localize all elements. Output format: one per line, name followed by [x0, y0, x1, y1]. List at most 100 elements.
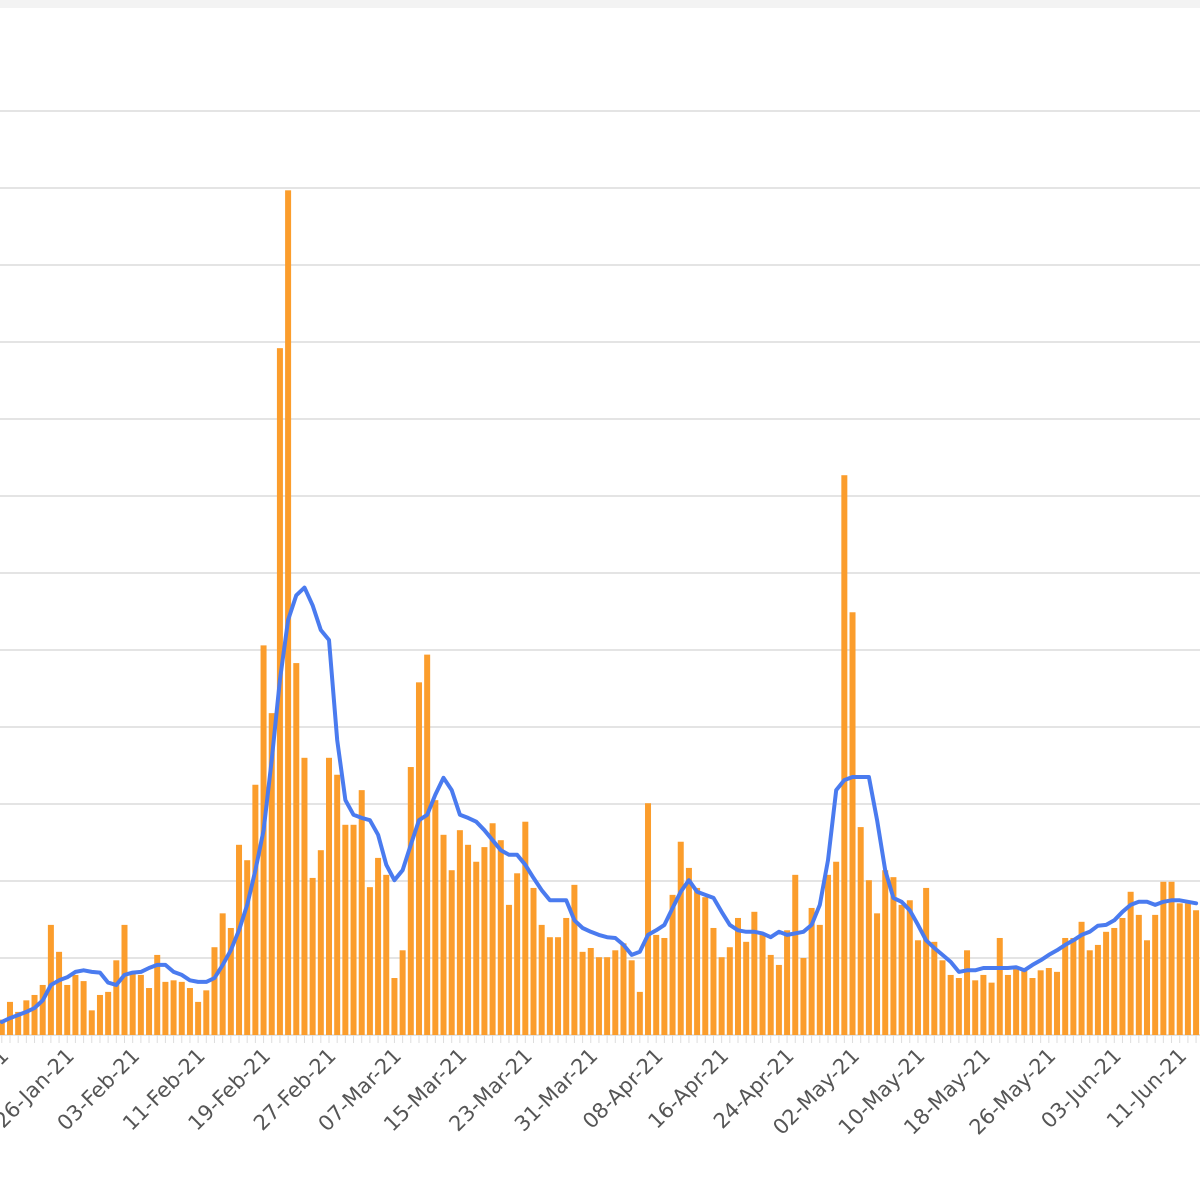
bar — [227, 927, 234, 1035]
bar — [105, 991, 112, 1035]
bar — [170, 980, 177, 1035]
bar — [604, 957, 611, 1035]
bar — [489, 823, 496, 1035]
bar — [366, 887, 373, 1035]
bar — [285, 190, 292, 1035]
bar — [906, 900, 913, 1035]
bar — [15, 1011, 22, 1035]
bar — [391, 978, 398, 1035]
bar — [1168, 881, 1175, 1035]
bar — [1062, 937, 1069, 1035]
bar — [399, 950, 406, 1035]
bar — [121, 924, 128, 1035]
top-strip — [0, 0, 1200, 8]
bar — [661, 937, 668, 1035]
bar — [767, 954, 774, 1035]
bar — [129, 971, 136, 1035]
bar — [334, 774, 341, 1035]
bar — [39, 984, 46, 1035]
bar — [628, 960, 635, 1035]
bar — [784, 930, 791, 1035]
bar — [505, 904, 512, 1035]
bar — [1070, 937, 1077, 1035]
bar — [162, 981, 169, 1035]
bar — [1094, 944, 1101, 1035]
bar — [964, 950, 971, 1035]
bar — [186, 988, 193, 1035]
bar — [1127, 891, 1134, 1035]
bar — [931, 941, 938, 1035]
bar — [1176, 903, 1183, 1035]
bar — [1004, 974, 1011, 1035]
bar — [154, 954, 161, 1035]
bar — [653, 934, 660, 1035]
bar — [146, 988, 153, 1035]
bar — [751, 911, 758, 1035]
bar — [350, 824, 357, 1035]
bar — [64, 984, 71, 1035]
bar — [530, 887, 537, 1035]
bar — [677, 841, 684, 1035]
bar — [808, 907, 815, 1035]
bar — [407, 767, 414, 1035]
bar — [972, 980, 979, 1035]
bar — [1160, 881, 1167, 1035]
bar — [620, 943, 627, 1035]
bar — [743, 941, 750, 1035]
bar — [293, 663, 300, 1035]
bar — [685, 867, 692, 1035]
bar — [342, 824, 349, 1035]
bar — [874, 913, 881, 1035]
bar — [358, 790, 365, 1035]
bar — [23, 1000, 30, 1035]
bar — [1054, 971, 1061, 1035]
bar — [636, 991, 643, 1035]
bar — [1021, 968, 1028, 1035]
bar — [448, 870, 455, 1035]
bar — [465, 844, 472, 1035]
bar — [47, 924, 54, 1035]
bar — [595, 957, 602, 1035]
bar — [718, 957, 725, 1035]
bar — [309, 877, 316, 1035]
bar — [244, 860, 251, 1035]
bar — [939, 960, 946, 1035]
bar — [841, 475, 848, 1036]
bar — [1103, 931, 1110, 1035]
bar — [236, 844, 243, 1035]
bar — [456, 830, 463, 1035]
bar — [326, 757, 332, 1035]
bar — [579, 951, 586, 1035]
bar — [0, 1019, 5, 1035]
bar — [80, 981, 87, 1035]
bar — [694, 887, 701, 1035]
bar — [849, 612, 856, 1035]
bar — [759, 933, 766, 1035]
bar — [1029, 978, 1036, 1035]
bar — [31, 994, 38, 1035]
bar — [587, 947, 594, 1035]
bar — [538, 924, 545, 1035]
bar — [914, 940, 921, 1035]
bar — [612, 950, 619, 1035]
bar — [96, 994, 103, 1035]
bar — [178, 981, 185, 1035]
bar — [1152, 914, 1159, 1035]
bar — [571, 884, 578, 1035]
bar — [955, 978, 962, 1035]
bar — [252, 784, 259, 1035]
bar — [898, 904, 905, 1035]
bar — [980, 974, 987, 1035]
bar — [301, 757, 308, 1035]
bar — [882, 870, 889, 1035]
bar — [563, 917, 570, 1035]
bar — [947, 974, 954, 1035]
bar — [415, 682, 422, 1035]
bar — [268, 713, 275, 1035]
bar — [1111, 927, 1118, 1035]
bar — [219, 913, 226, 1035]
bar — [726, 947, 733, 1035]
bar — [88, 1010, 95, 1035]
bar — [1144, 940, 1150, 1035]
